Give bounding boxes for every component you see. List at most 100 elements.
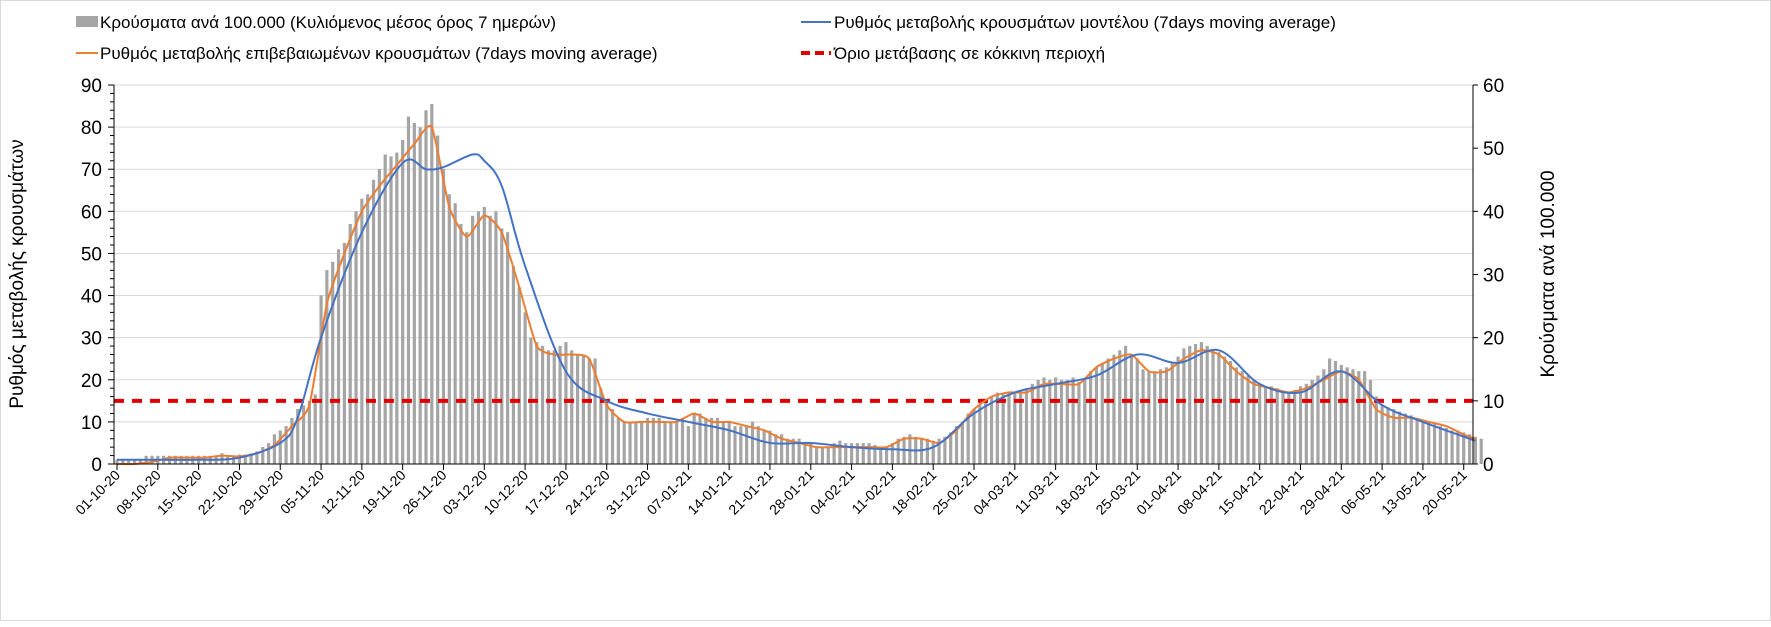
bar — [552, 350, 556, 464]
bar — [523, 312, 527, 464]
bar — [733, 426, 737, 464]
bar — [1024, 388, 1029, 464]
bar — [1438, 426, 1443, 464]
y-left-tick-label: 10 — [81, 413, 102, 434]
bar — [844, 443, 848, 464]
bar — [459, 223, 463, 464]
bar — [1054, 377, 1058, 464]
bar — [1228, 361, 1233, 464]
bar — [715, 417, 720, 464]
y-right-axis-label: Κρούσματα ανά 100.000 — [1538, 170, 1559, 377]
bar — [1042, 377, 1046, 464]
bar — [704, 417, 708, 464]
bar — [1467, 434, 1472, 464]
bar — [745, 426, 749, 464]
y-left-tick-label: 60 — [81, 202, 102, 223]
bar — [261, 446, 265, 464]
bar — [406, 116, 411, 464]
bar — [1444, 427, 1448, 464]
bar — [995, 392, 999, 464]
y-left-tick-label: 70 — [81, 160, 102, 181]
bar — [879, 446, 883, 464]
bar — [1071, 377, 1075, 464]
bar — [1287, 392, 1291, 464]
y-left-tick-label: 90 — [81, 76, 102, 97]
bar — [1118, 350, 1122, 464]
bar — [1351, 369, 1355, 464]
bar — [1164, 367, 1168, 464]
bar — [1269, 386, 1273, 464]
bar — [424, 110, 428, 465]
bar — [908, 434, 912, 464]
legend-bars-label: Κρούσματα ανά 100.000 (Κυλιόμενος μέσος … — [100, 13, 556, 32]
bar — [232, 455, 236, 464]
bar — [506, 232, 510, 464]
bar — [1415, 417, 1419, 464]
bar — [1007, 392, 1011, 464]
bar — [511, 266, 516, 464]
bar — [1398, 411, 1402, 464]
bar — [1100, 362, 1104, 464]
bar — [599, 388, 603, 464]
legend: Κρούσματα ανά 100.000 (Κυλιόμενος μέσος … — [76, 13, 1336, 63]
bar — [972, 409, 976, 464]
bar — [943, 436, 947, 464]
gridlines — [114, 84, 1473, 423]
bar — [628, 421, 632, 464]
bar — [127, 459, 131, 464]
bar — [890, 443, 894, 464]
bar — [1077, 381, 1081, 464]
bar — [931, 440, 935, 464]
bar — [739, 426, 743, 464]
bar — [1065, 379, 1069, 464]
bar — [692, 413, 696, 464]
bar — [1386, 407, 1390, 464]
bar — [284, 426, 288, 464]
bar — [342, 242, 346, 464]
bar — [1316, 375, 1320, 464]
y-left-tick-label: 80 — [81, 118, 102, 139]
bar — [785, 438, 790, 464]
bar — [978, 405, 982, 464]
bar — [1199, 342, 1203, 464]
bar — [1129, 354, 1134, 464]
bar — [1106, 358, 1110, 464]
bar — [1479, 438, 1483, 464]
bar — [756, 426, 760, 464]
y-right-tick-label: 30 — [1483, 266, 1504, 287]
x-tick-label: 29-10-20 — [235, 467, 286, 518]
y-right-tick-label: 40 — [1483, 202, 1504, 223]
y-right-tick-labels: 0 10 20 30 40 50 60 — [1483, 76, 1504, 476]
x-tick-label: 04-02-21 — [807, 467, 858, 518]
bar — [610, 409, 615, 464]
bar — [488, 215, 492, 464]
bar — [1030, 383, 1034, 464]
y-left-tick-label: 20 — [81, 371, 102, 392]
bar — [482, 206, 486, 464]
bar — [1013, 392, 1017, 464]
bar — [1246, 375, 1250, 464]
bar — [675, 421, 679, 464]
bar — [290, 417, 294, 464]
bar — [546, 350, 551, 464]
bar — [441, 169, 446, 465]
bar — [471, 215, 475, 464]
bar — [587, 358, 591, 464]
bar — [855, 443, 860, 464]
bar — [1450, 430, 1454, 464]
x-tick-label: 19-11-20 — [359, 467, 409, 517]
bar — [389, 156, 393, 464]
bar — [797, 438, 801, 464]
bar — [307, 400, 311, 464]
y-left-axis-label: Ρυθμός μεταβολής κρουσμάτων — [7, 139, 28, 408]
bar — [949, 432, 953, 464]
bar — [989, 396, 994, 464]
bar — [645, 417, 650, 464]
bar — [1094, 367, 1099, 464]
bar — [121, 459, 125, 464]
bar — [622, 421, 626, 464]
bar — [1263, 386, 1268, 464]
bar — [1193, 343, 1198, 464]
bar — [867, 443, 871, 464]
bar — [710, 417, 714, 464]
